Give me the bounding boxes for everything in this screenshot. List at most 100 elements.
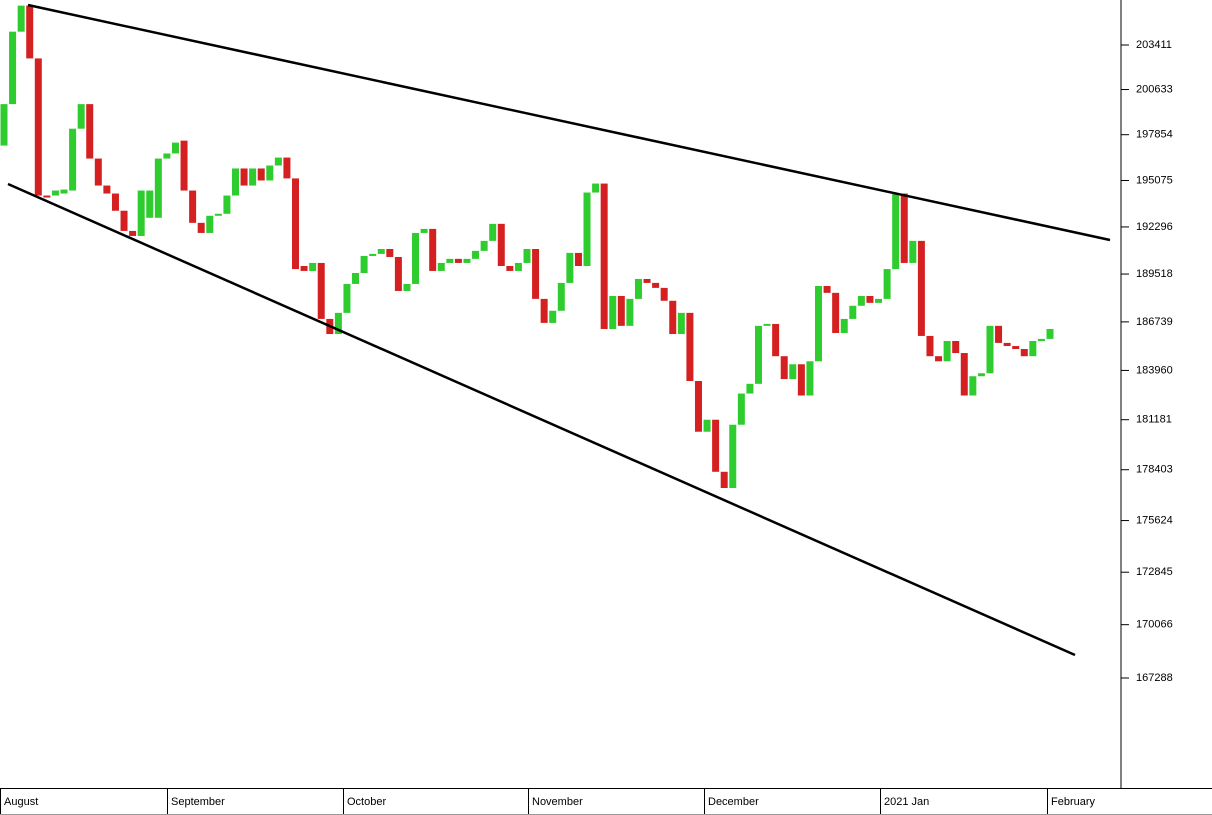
- candle-body: [403, 283, 411, 291]
- candle-body: [26, 5, 34, 59]
- candle-body: [317, 262, 325, 319]
- candle-body: [1037, 338, 1045, 341]
- candle-body: [969, 376, 977, 396]
- candle-body: [472, 250, 480, 259]
- candle-body: [514, 262, 522, 271]
- candle-body: [111, 193, 119, 211]
- candle-body: [712, 419, 720, 472]
- candle-body: [780, 356, 788, 380]
- candle-body: [815, 285, 823, 362]
- candle-body: [283, 157, 291, 179]
- candle-body: [43, 195, 51, 198]
- candle-body: [137, 190, 145, 236]
- candle-body: [952, 340, 960, 354]
- candle-body: [206, 215, 214, 233]
- candle-body: [497, 223, 505, 266]
- candle-body: [532, 249, 540, 299]
- candles: [0, 5, 1054, 488]
- y-tick-label: 181181: [1136, 414, 1172, 426]
- candle-body: [231, 168, 239, 196]
- candle-body: [1003, 342, 1011, 347]
- candle-body: [129, 230, 137, 236]
- candle-body: [437, 262, 445, 271]
- candle-body: [935, 356, 943, 362]
- candle-body: [797, 364, 805, 396]
- candle-body: [309, 262, 317, 271]
- candle-body: [634, 278, 642, 299]
- candle-body: [180, 140, 188, 191]
- candle-body: [86, 104, 94, 159]
- candle-body: [686, 312, 694, 381]
- candle-body: [917, 240, 925, 336]
- candle-body: [69, 128, 77, 191]
- candle-body: [1046, 328, 1054, 339]
- candle-body: [892, 193, 900, 270]
- candle-body: [754, 325, 762, 384]
- candle-body: [446, 258, 454, 263]
- x-tick-label: November: [532, 796, 583, 808]
- y-tick-label: 192296: [1136, 221, 1173, 233]
- candle-body: [394, 256, 402, 291]
- candle-body: [429, 228, 437, 271]
- candle-body: [943, 340, 951, 362]
- y-tick-label: 178403: [1136, 464, 1173, 476]
- x-tick-label: 2021 Jan: [884, 796, 929, 808]
- candle-body: [223, 195, 231, 214]
- y-tick-label: 172845: [1136, 566, 1173, 578]
- candle-body: [720, 471, 728, 488]
- candle-body: [1012, 346, 1020, 350]
- candle-body: [763, 323, 771, 326]
- axes: 203411 200633 197854 195075 192296 189518 1867…: [0, 39, 1173, 814]
- candle-body: [103, 185, 111, 194]
- candle-body: [360, 255, 368, 273]
- candle-body: [240, 168, 248, 186]
- x-tick-label: October: [347, 796, 386, 808]
- candle-body: [480, 240, 488, 251]
- candle-body: [1020, 349, 1028, 357]
- candle-body: [120, 210, 128, 231]
- candle-body: [77, 104, 85, 129]
- candle-body: [274, 157, 282, 166]
- candle-body: [806, 361, 814, 396]
- candle-body: [626, 298, 634, 326]
- candle-body: [146, 190, 154, 218]
- candle-body: [60, 189, 68, 194]
- candle-body: [343, 283, 351, 313]
- candle-body: [0, 104, 8, 146]
- y-tick-label: 183960: [1136, 364, 1173, 376]
- candle-body: [257, 168, 265, 181]
- candle-body: [746, 383, 754, 394]
- candle-body: [266, 165, 274, 181]
- candle-body: [583, 192, 591, 266]
- candle-body: [1029, 340, 1037, 357]
- candle-body: [600, 183, 608, 329]
- x-tick-label: February: [1051, 796, 1096, 808]
- y-tick-label: 200633: [1136, 83, 1173, 95]
- candle-body: [694, 380, 702, 432]
- candle-body: [652, 282, 660, 288]
- candle-body: [677, 312, 685, 335]
- upper-trend-line: [27, 3, 1111, 242]
- candle-body: [926, 335, 934, 357]
- y-tick-label: 186739: [1136, 316, 1173, 328]
- candle-body: [463, 258, 471, 263]
- candle-body: [506, 265, 514, 271]
- y-tick-label: 170066: [1136, 619, 1173, 631]
- candle-body: [977, 373, 985, 377]
- candle-body: [789, 364, 797, 380]
- candle-body: [549, 310, 557, 323]
- x-tick-label: December: [708, 796, 759, 808]
- candle-body: [34, 58, 42, 196]
- candle-body: [849, 305, 857, 319]
- y-tick-label: 197854: [1136, 129, 1173, 141]
- candle-body: [909, 240, 917, 263]
- candle-body: [875, 298, 883, 303]
- candle-body: [669, 300, 677, 335]
- candle-body: [300, 265, 308, 271]
- candle-body: [523, 249, 531, 263]
- candle-body: [334, 312, 342, 335]
- y-tick-label: 167288: [1136, 672, 1173, 684]
- candle-body: [960, 353, 968, 396]
- candle-body: [703, 419, 711, 432]
